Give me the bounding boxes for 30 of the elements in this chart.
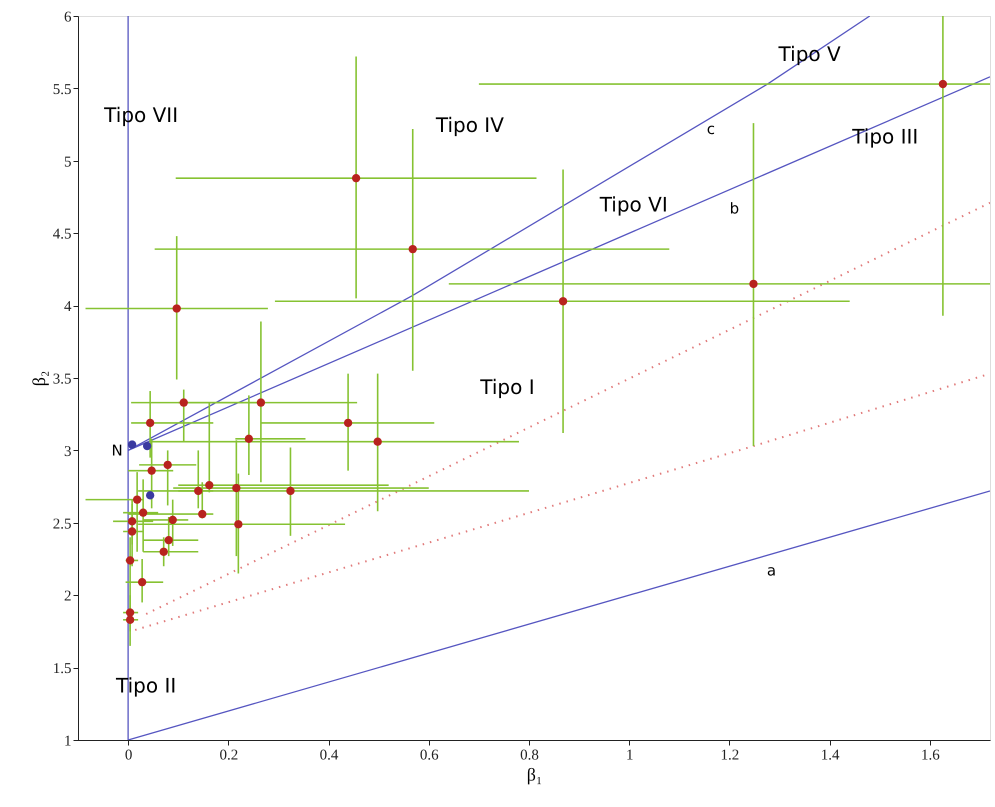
y-tick-label: 4 (64, 299, 72, 316)
y-axis-title: β₂ (28, 370, 49, 386)
y-tick-label: 3 (64, 444, 72, 460)
y-tick-label: 1.5 (52, 661, 72, 678)
annotation: a (766, 562, 776, 580)
x-axis-title: β₁ (526, 764, 542, 784)
annotation: Tipo III (851, 124, 918, 149)
y-tick-label: 2 (64, 588, 72, 605)
annotation: b (730, 200, 740, 218)
y-tick-label: 6 (64, 10, 72, 26)
annotation: Tipo VI (598, 192, 668, 217)
y-tick-label: 2.5 (52, 516, 72, 532)
y-tick-label: 5.5 (52, 82, 72, 98)
x-tick-label: 1.2 (720, 748, 740, 764)
annotation: c (706, 120, 716, 138)
x-tick-label: 1.4 (820, 748, 840, 764)
y-tick-label: 4.5 (52, 226, 72, 243)
annotation: N (111, 441, 123, 460)
x-tick-label: 0.6 (420, 748, 440, 764)
x-tick-label: 0.8 (520, 748, 539, 764)
y-tick-label: 1 (64, 734, 72, 750)
x-tick-label: 1.6 (920, 748, 940, 764)
y-tick-label: 3.5 (52, 372, 72, 388)
x-tick-label: 0 (124, 748, 132, 764)
x-tick-label: 0.2 (219, 748, 238, 764)
x-tick-label: 0.4 (320, 748, 339, 764)
annotation: Tipo IV (434, 113, 504, 138)
annotation: Tipo I (479, 375, 535, 400)
x-tick-label: 1 (626, 748, 634, 764)
y-tick-label: 5 (64, 154, 72, 170)
